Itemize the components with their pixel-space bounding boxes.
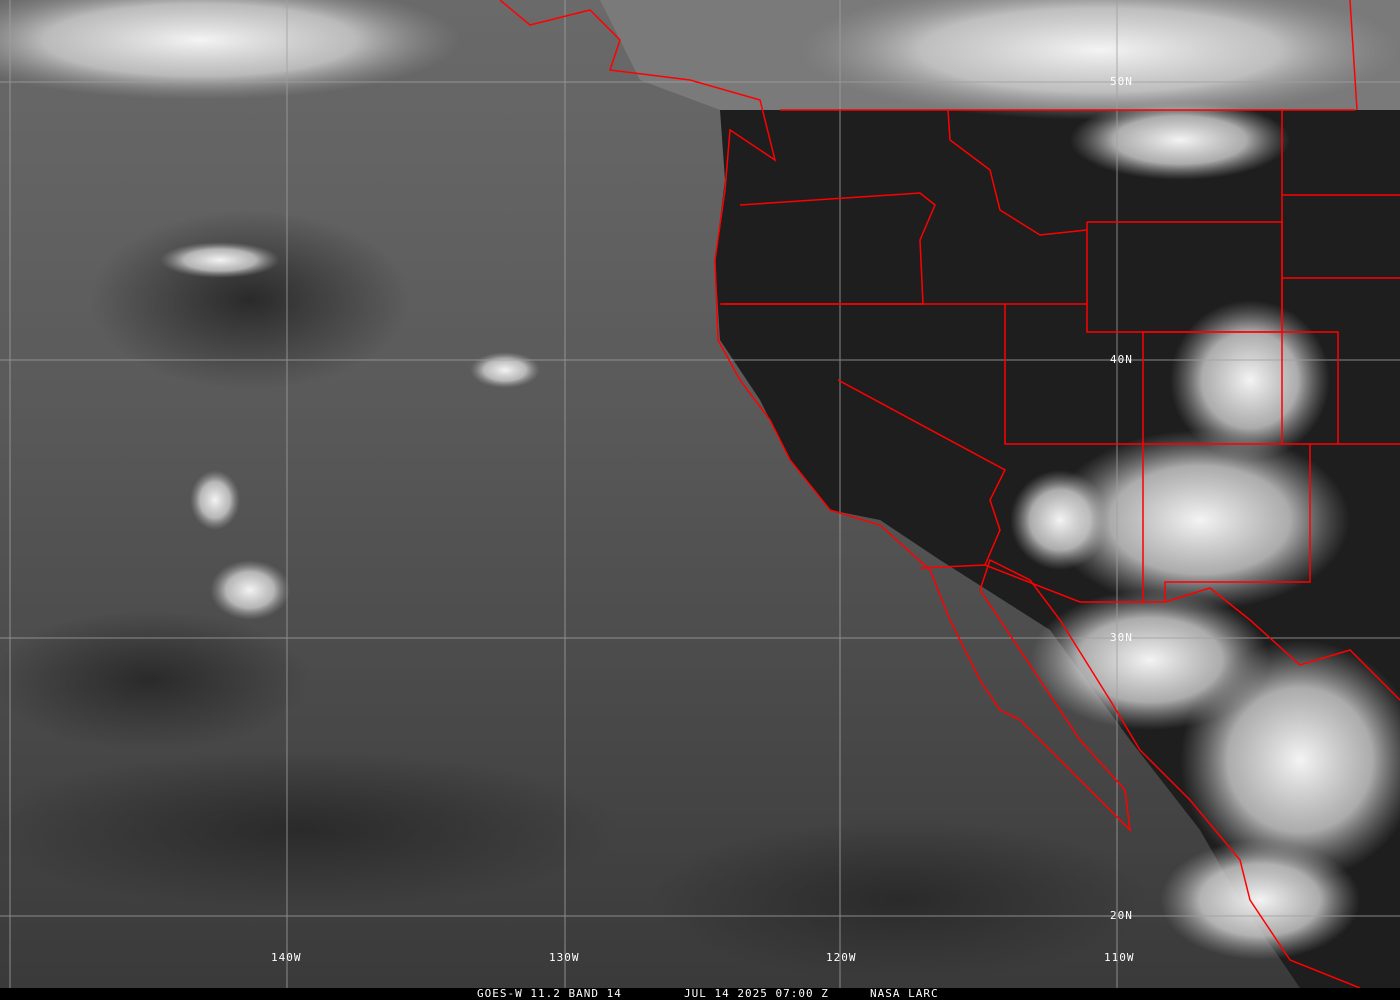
lon-label-130w: 130W bbox=[549, 951, 580, 964]
political-borders bbox=[499, 0, 1400, 988]
lat-label-50n: 50N bbox=[1110, 75, 1133, 88]
lat-label-20n: 20N bbox=[1110, 909, 1133, 922]
lon-label-140w: 140W bbox=[271, 951, 302, 964]
image-caption-bar: GOES-W 11.2 BAND 14 JUL 14 2025 07:00 Z … bbox=[0, 988, 1400, 1000]
satellite-band-label: GOES-W 11.2 BAND 14 bbox=[477, 987, 622, 1000]
lat-label-30n: 30N bbox=[1110, 631, 1133, 644]
lon-label-110w: 110W bbox=[1104, 951, 1135, 964]
timestamp-label: JUL 14 2025 07:00 Z bbox=[684, 987, 829, 1000]
lat-label-40n: 40N bbox=[1110, 353, 1133, 366]
credit-label: NASA LARC bbox=[870, 987, 939, 1000]
us-mexico-border bbox=[919, 564, 1400, 701]
cloud-free-areas bbox=[0, 210, 1150, 980]
coastline bbox=[499, 0, 1361, 988]
lon-label-120w: 120W bbox=[826, 951, 857, 964]
cloud-cover bbox=[0, 0, 1400, 960]
